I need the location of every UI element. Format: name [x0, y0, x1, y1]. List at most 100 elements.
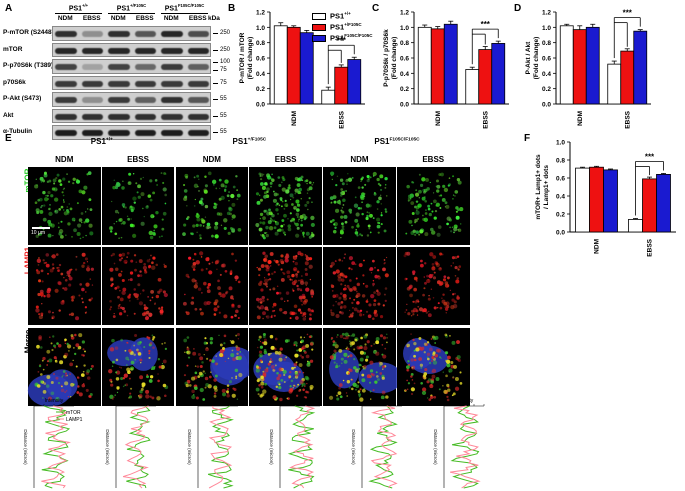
puncta — [208, 263, 211, 266]
puncta — [77, 375, 79, 378]
blot-strip — [52, 42, 211, 57]
puncta — [305, 273, 309, 277]
puncta — [275, 350, 279, 355]
puncta — [75, 316, 80, 321]
blot-band — [81, 97, 103, 103]
puncta — [307, 208, 309, 211]
profile-distance-label: Distance (micron) — [105, 429, 110, 465]
puncta — [311, 348, 314, 351]
y-axis-label: P-p70S6k / p70S6k — [383, 29, 390, 87]
puncta — [124, 349, 127, 352]
puncta — [113, 223, 115, 225]
puncta — [59, 359, 64, 364]
puncta — [82, 354, 85, 357]
puncta — [410, 374, 413, 378]
puncta — [303, 236, 306, 238]
puncta — [300, 223, 304, 227]
puncta — [308, 197, 312, 200]
puncta — [431, 263, 435, 267]
puncta — [69, 362, 74, 366]
puncta — [143, 263, 146, 266]
puncta — [454, 386, 460, 391]
puncta — [205, 357, 208, 360]
puncta — [423, 342, 427, 346]
puncta — [139, 270, 142, 274]
puncta — [427, 357, 430, 360]
puncta — [346, 379, 351, 384]
puncta — [151, 232, 153, 235]
puncta — [224, 270, 227, 273]
puncta — [163, 394, 167, 397]
puncta — [335, 208, 340, 213]
puncta — [157, 372, 159, 375]
puncta — [153, 303, 156, 306]
profile-axis-label: Intensity — [45, 398, 64, 404]
puncta — [260, 212, 264, 217]
puncta — [81, 190, 86, 195]
puncta — [287, 186, 292, 190]
puncta — [331, 336, 334, 339]
puncta — [369, 360, 374, 365]
puncta — [123, 310, 126, 314]
puncta — [84, 257, 88, 261]
y-tick-label: 0.4 — [556, 194, 565, 201]
puncta — [273, 219, 276, 223]
puncta — [262, 341, 265, 344]
puncta — [137, 351, 142, 356]
puncta — [335, 314, 340, 319]
puncta — [199, 311, 204, 316]
puncta — [227, 231, 231, 235]
puncta — [441, 198, 446, 202]
puncta — [412, 338, 415, 341]
blot-band — [187, 97, 209, 103]
puncta — [304, 203, 308, 207]
puncta — [290, 198, 292, 201]
blot-band — [187, 47, 209, 54]
puncta — [344, 275, 348, 279]
puncta — [417, 203, 422, 208]
puncta — [365, 216, 369, 221]
profile-legend-label: mTOR — [66, 410, 81, 416]
blot-band — [55, 97, 77, 103]
bar — [620, 50, 635, 105]
puncta — [435, 263, 440, 268]
puncta — [364, 342, 367, 346]
puncta — [257, 346, 259, 348]
puncta — [259, 298, 263, 302]
puncta — [219, 295, 222, 298]
puncta — [236, 198, 238, 201]
puncta — [289, 370, 292, 374]
puncta — [206, 222, 210, 227]
puncta — [333, 223, 336, 226]
puncta — [373, 175, 375, 177]
puncta — [442, 371, 444, 373]
puncta — [193, 284, 198, 289]
blot-band — [161, 80, 183, 87]
blot-lane-label: NDM — [57, 15, 73, 22]
puncta — [349, 340, 351, 342]
puncta — [279, 347, 284, 351]
puncta — [447, 184, 450, 187]
puncta — [353, 287, 357, 292]
y-tick-label: 0.0 — [256, 102, 265, 109]
puncta — [453, 300, 457, 304]
puncta — [48, 179, 52, 183]
puncta — [446, 222, 449, 226]
puncta — [55, 188, 58, 191]
puncta — [35, 208, 40, 213]
puncta — [132, 196, 137, 201]
puncta — [432, 336, 437, 340]
puncta — [355, 277, 358, 280]
bar — [633, 30, 648, 105]
puncta — [344, 253, 347, 256]
puncta — [412, 229, 416, 233]
micro-tile — [397, 167, 470, 245]
bar — [575, 167, 590, 233]
puncta — [425, 311, 429, 315]
puncta — [411, 378, 414, 381]
puncta — [70, 382, 75, 387]
puncta — [375, 339, 380, 344]
puncta — [37, 293, 41, 297]
puncta — [194, 308, 197, 311]
puncta — [442, 293, 445, 297]
